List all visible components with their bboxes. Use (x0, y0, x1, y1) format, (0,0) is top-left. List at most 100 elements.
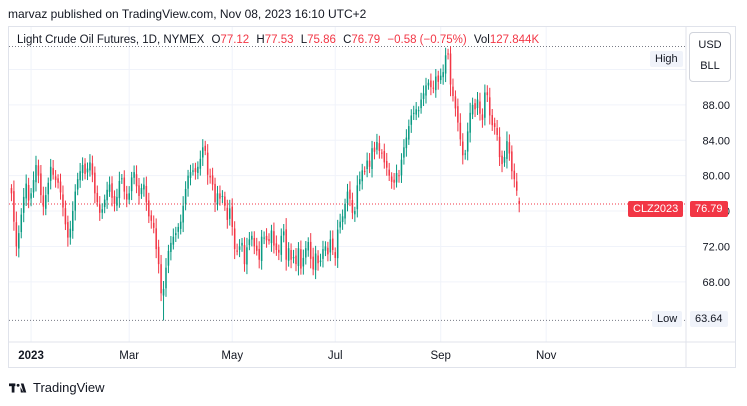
symbol-title: Light Crude Oil Futures, 1D, NYMEX (17, 34, 205, 46)
candle (417, 106, 420, 118)
candle-body (437, 75, 440, 82)
candle (118, 171, 121, 208)
candle (165, 258, 167, 297)
candle (140, 183, 143, 199)
candle (368, 153, 371, 174)
candle-body (106, 189, 108, 201)
candle-body (393, 179, 395, 183)
candle (94, 166, 96, 204)
candle-body (390, 176, 393, 182)
candle-body (145, 186, 148, 203)
candle-body (229, 208, 231, 219)
candle-body (439, 75, 442, 81)
candle (211, 167, 214, 191)
candle (354, 206, 356, 222)
candle-body (422, 93, 425, 99)
candle-body (172, 236, 175, 245)
candle-body (206, 152, 209, 175)
candle (327, 241, 329, 262)
candle-body (265, 235, 268, 241)
candle (395, 164, 398, 188)
candle-body (258, 248, 260, 260)
candle-body (417, 110, 420, 112)
candle (231, 198, 233, 236)
candle (518, 197, 520, 213)
candle (238, 239, 241, 258)
y-tick-label: 88.00 (702, 100, 730, 112)
candle-body (162, 288, 165, 296)
candle (393, 172, 395, 190)
candle (361, 163, 363, 190)
candle (57, 174, 59, 189)
candle-body (187, 175, 189, 189)
candle (309, 233, 312, 269)
candle-body (121, 178, 123, 180)
candle (422, 85, 425, 107)
candle-body (383, 151, 386, 163)
candle (449, 46, 452, 97)
candle (22, 188, 25, 223)
candle-body (233, 228, 236, 250)
candle (248, 232, 251, 251)
candle (292, 249, 295, 264)
candle-body (13, 191, 15, 222)
candle-body (270, 230, 273, 244)
candle (260, 229, 263, 270)
candle (54, 170, 57, 188)
candle-body (40, 173, 42, 196)
candle-body (361, 170, 363, 182)
candle (452, 78, 454, 102)
candle (106, 181, 108, 209)
currency-unit-button[interactable]: USD BLL (689, 32, 731, 82)
candle (442, 64, 444, 85)
candle (278, 244, 280, 261)
candle-body (111, 183, 113, 198)
candle (400, 153, 403, 183)
candle (513, 163, 516, 188)
candle-body (292, 257, 295, 259)
candle (72, 201, 74, 239)
low-tag: Low (652, 311, 683, 327)
candle-body (474, 103, 476, 110)
candle-body (219, 193, 221, 199)
candle (152, 215, 155, 234)
last-price-tag: 76.79 (690, 201, 728, 217)
candle-body (96, 192, 99, 203)
candle (412, 105, 415, 120)
candle-body (376, 142, 378, 150)
candle (45, 186, 47, 216)
candle (258, 241, 260, 269)
candle (184, 181, 187, 211)
candle (503, 150, 506, 167)
candle-body (214, 183, 216, 203)
high-label: H (256, 34, 265, 46)
candle (317, 250, 319, 271)
candle (40, 164, 42, 204)
candle-body (54, 176, 57, 181)
y-tick-label: 84.00 (702, 135, 730, 147)
candle-body (91, 163, 94, 175)
grid-layer (9, 27, 736, 368)
candle (398, 169, 400, 183)
candle-body (155, 228, 157, 250)
candle (356, 175, 359, 218)
candle-body (67, 222, 69, 238)
symbol-legend: Light Crude Oil Futures, 1D, NYMEX O77.1… (17, 34, 539, 46)
candle (432, 80, 435, 94)
candle-body (481, 114, 484, 120)
close-label: C (343, 34, 352, 46)
candle-body (435, 76, 437, 91)
candle-body (432, 87, 435, 89)
candle-body (86, 168, 89, 173)
candle (226, 199, 229, 229)
candle (447, 48, 449, 60)
candle-body (464, 153, 466, 155)
candle (466, 122, 469, 161)
candle-body (101, 209, 103, 213)
candle (314, 245, 317, 280)
footer-brand[interactable]: TradingView (9, 380, 105, 395)
candle (197, 161, 199, 180)
candle (182, 196, 184, 233)
candle-body (285, 229, 287, 260)
